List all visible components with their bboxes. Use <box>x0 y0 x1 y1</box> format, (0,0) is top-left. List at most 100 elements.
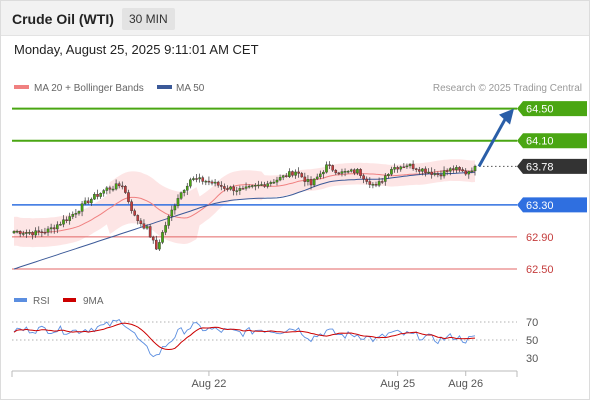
candle-body <box>427 171 430 174</box>
candle-body <box>161 232 164 243</box>
candle-body <box>300 173 304 178</box>
candle-body <box>179 192 183 199</box>
chart-header: Crude Oil (WTI) 30 MIN <box>1 1 589 36</box>
timeframe-button[interactable]: 30 MIN <box>122 8 175 30</box>
candle-body <box>303 176 307 182</box>
rsi-legend-swatch <box>14 298 27 302</box>
candle-body <box>322 171 325 175</box>
candle-body <box>65 219 68 221</box>
candle-body <box>77 211 81 214</box>
candle-body <box>43 231 47 234</box>
level-label-62.50: 62.50 <box>526 264 554 276</box>
candle-body <box>257 184 260 187</box>
moving-averages <box>13 169 476 270</box>
candle-body <box>362 175 365 180</box>
candle-body <box>445 170 449 172</box>
ma50-legend-swatch <box>157 85 172 89</box>
level-tag-63.30 <box>517 197 587 213</box>
level-labels: 64.50 64.10 63.78 63.30 62.90 62.50 <box>517 101 587 276</box>
candle-body <box>74 213 78 215</box>
candle-body <box>266 183 270 187</box>
candle-body <box>399 166 403 170</box>
candle-body <box>337 172 341 175</box>
candle-body <box>229 186 232 190</box>
candle-body <box>359 169 362 176</box>
candle-body <box>461 169 464 172</box>
candle-body <box>127 192 130 202</box>
candle-body <box>356 169 359 174</box>
candle-body <box>393 167 396 170</box>
projection-arrow-head <box>499 108 514 125</box>
rsi-ma-legend-swatch <box>63 298 76 302</box>
candle-body <box>374 184 378 186</box>
candle-body <box>353 169 356 174</box>
candle-body <box>232 186 235 192</box>
level-label-64.50: 64.50 <box>526 104 554 116</box>
candle-body <box>90 198 93 204</box>
candle-body <box>309 179 313 186</box>
candle-body <box>250 185 254 187</box>
candle-body <box>80 203 84 212</box>
candle-body <box>442 170 446 177</box>
x-axis-ticks: Aug 22 Aug 25 Aug 26 <box>191 371 483 390</box>
price-levels <box>12 107 517 270</box>
candle-body <box>402 166 406 169</box>
candle-body <box>219 185 223 187</box>
candle-body <box>263 184 266 187</box>
candle-body <box>151 236 155 241</box>
ma50-line <box>13 171 476 270</box>
candle-body <box>25 232 28 234</box>
candle-body <box>139 220 143 224</box>
candle-body <box>346 171 350 173</box>
timestamp: Monday, August 25, 2025 9:11:01 AM CET <box>14 42 259 57</box>
candle-body <box>297 171 300 174</box>
candle-body <box>306 179 310 182</box>
candle-body <box>133 210 136 216</box>
candle-body <box>473 166 477 172</box>
candle-body <box>390 168 393 175</box>
bollinger-band-fill <box>14 159 475 248</box>
candle-body <box>189 179 192 187</box>
candlesticks <box>12 160 477 252</box>
candle-body <box>40 231 44 233</box>
projection-arrow <box>477 108 514 168</box>
candle-body <box>86 200 90 204</box>
candle-body <box>99 193 102 197</box>
candle-body <box>213 181 217 184</box>
x-tick-label: Aug 26 <box>448 378 483 390</box>
candle-body <box>96 194 99 197</box>
candle-body <box>192 178 195 180</box>
candle-body <box>241 188 245 190</box>
rsi-tick-50: 50 <box>526 335 538 347</box>
candle-body <box>467 171 471 175</box>
candle-body <box>124 186 127 193</box>
level-tag-63.78 <box>517 158 587 174</box>
candle-body <box>439 174 443 177</box>
candle-body <box>34 230 37 236</box>
bollinger-bands <box>14 159 475 248</box>
source-credit: Research © 2025 Trading Central <box>433 83 582 94</box>
projection-arrow-shaft <box>477 116 508 168</box>
candle-body <box>254 185 257 187</box>
bollinger-legend-swatch <box>14 85 29 89</box>
candle-body <box>71 214 75 217</box>
rsi-line <box>13 319 476 358</box>
candle-body <box>349 169 353 172</box>
candle-body <box>365 178 369 182</box>
candle-body <box>204 180 208 183</box>
candle-body <box>247 185 251 188</box>
candle-body <box>418 169 421 172</box>
candle-body <box>158 242 161 250</box>
candle-body <box>260 184 263 186</box>
candle-body <box>368 181 372 185</box>
candle-body <box>414 168 418 170</box>
candle-body <box>21 233 25 235</box>
candle-body <box>56 224 59 230</box>
candle-body <box>12 231 16 234</box>
candle-body <box>411 163 415 169</box>
candle-body <box>312 178 316 186</box>
candle-body <box>31 232 34 236</box>
candle-body <box>108 187 112 190</box>
candle-body <box>340 171 344 174</box>
